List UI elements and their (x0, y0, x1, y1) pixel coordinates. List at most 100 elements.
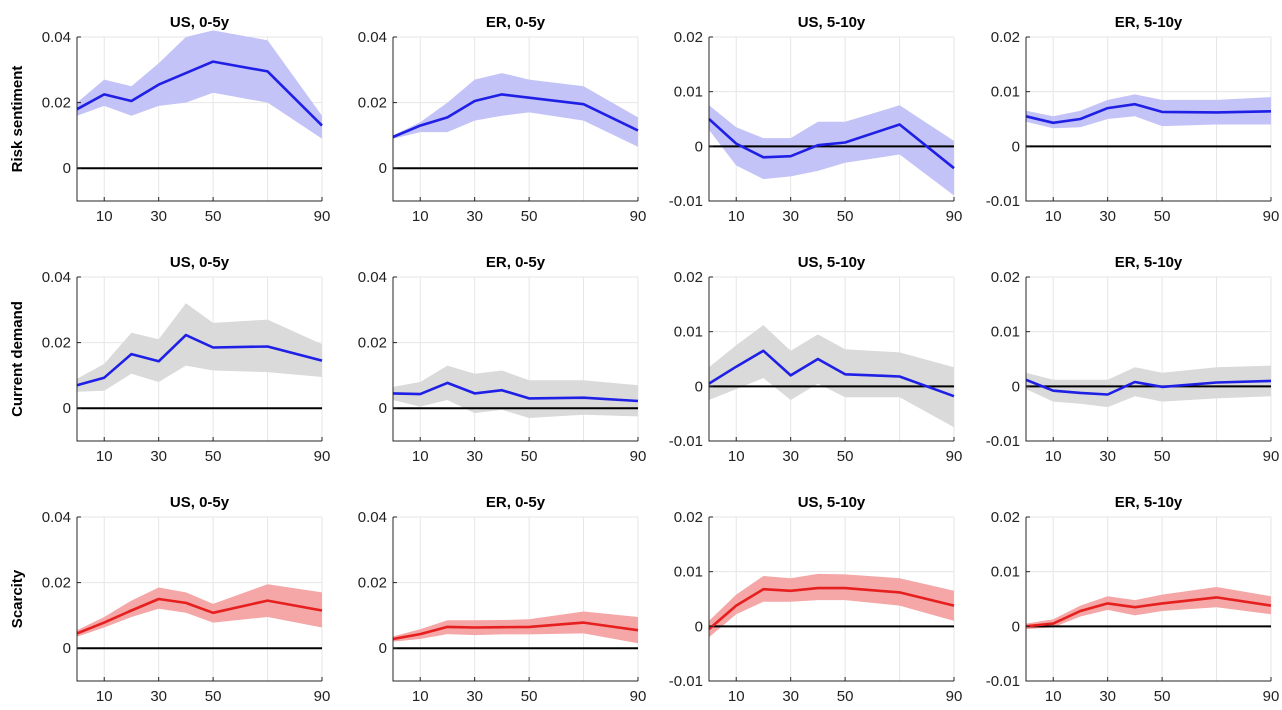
x-tick-label: 30 (782, 688, 799, 705)
y-tick-label: 0.01 (674, 84, 703, 101)
response-line (1025, 378, 1272, 396)
y-tick-label: 0.01 (991, 324, 1020, 341)
y-tick-label: 0 (379, 400, 387, 417)
panel-title: US, 5-10y (798, 14, 866, 31)
x-tick-label: 90 (630, 208, 647, 225)
y-tick-label: 0.01 (991, 564, 1020, 581)
axes (1025, 277, 1271, 442)
confidence-band (77, 303, 322, 392)
y-tick-label: 0 (695, 618, 703, 635)
x-tick-label: 10 (412, 448, 429, 465)
y-tick-label: 0 (1012, 378, 1020, 395)
confidence-band (77, 584, 322, 637)
confidence-band (393, 73, 638, 147)
y-tick-label: 0.04 (42, 269, 71, 286)
y-tick-label: 0.02 (42, 95, 71, 112)
response-line (708, 349, 955, 398)
x-tick-label: 10 (412, 688, 429, 705)
x-tick-label: 90 (1263, 688, 1280, 705)
confidence-band (1026, 587, 1271, 630)
y-tick-label: -0.01 (669, 673, 703, 690)
y-tick-label: 0 (695, 138, 703, 155)
x-tick-label: 90 (314, 688, 331, 705)
panel-title: US, 0-5y (170, 254, 230, 271)
y-tick-label: 0.04 (358, 29, 387, 46)
confidence-band (709, 573, 954, 638)
panel: 0 0.02 0.04 10 30 50 90 US, 0-5y (42, 494, 331, 705)
panel-title: US, 5-10y (798, 494, 866, 511)
x-tick-label: 50 (521, 208, 538, 225)
response-line (76, 60, 323, 127)
row-label: Scarcity (9, 569, 26, 628)
y-tick-label: 0.02 (358, 95, 387, 112)
x-tick-label: 30 (150, 688, 167, 705)
axes (76, 517, 322, 682)
panel: -0.01 0 0.01 0.02 10 30 50 90 US, 5-10y (669, 494, 963, 705)
y-tick-label: 0.02 (42, 335, 71, 352)
y-tick-label: -0.01 (669, 433, 703, 450)
x-tick-label: 90 (1263, 208, 1280, 225)
x-tick-label: 50 (837, 688, 854, 705)
x-tick-label: 50 (1154, 208, 1171, 225)
x-tick-label: 90 (630, 448, 647, 465)
x-tick-label: 10 (96, 208, 113, 225)
x-tick-label: 90 (1263, 448, 1280, 465)
x-tick-label: 10 (412, 208, 429, 225)
x-tick-label: 90 (630, 688, 647, 705)
y-tick-label: 0.02 (991, 269, 1020, 286)
panel: -0.01 0 0.01 0.02 10 30 50 90 ER, 5-10y (986, 14, 1280, 225)
y-tick-label: 0.01 (674, 324, 703, 341)
y-tick-label: 0.02 (991, 29, 1020, 46)
x-tick-label: 30 (150, 208, 167, 225)
y-tick-label: 0 (1012, 618, 1020, 635)
y-tick-label: 0.02 (674, 269, 703, 286)
y-tick-label: 0 (63, 400, 71, 417)
x-tick-label: 10 (728, 688, 745, 705)
confidence-band (77, 30, 322, 139)
x-tick-label: 50 (837, 448, 854, 465)
x-tick-label: 50 (205, 208, 222, 225)
confidence-band (393, 365, 638, 418)
y-tick-label: 0.02 (674, 29, 703, 46)
panel-title: US, 0-5y (170, 14, 230, 31)
x-tick-label: 30 (466, 208, 483, 225)
panel: 0 0.02 0.04 10 30 50 90 ER, 0-5y (358, 254, 647, 465)
y-tick-label: 0 (695, 378, 703, 395)
y-tick-label: -0.01 (986, 193, 1020, 210)
x-tick-label: 30 (1099, 448, 1116, 465)
x-tick-label: 30 (466, 448, 483, 465)
x-tick-label: 50 (1154, 448, 1171, 465)
x-tick-label: 10 (728, 208, 745, 225)
response-line (392, 621, 639, 641)
x-tick-label: 10 (96, 688, 113, 705)
response-line (76, 333, 323, 387)
row-label: Current demand (9, 301, 26, 417)
x-tick-label: 30 (1099, 688, 1116, 705)
y-tick-label: 0.02 (358, 575, 387, 592)
response-line (1025, 102, 1272, 125)
panel: -0.01 0 0.01 0.02 10 30 50 90 US, 5-10y (669, 14, 963, 225)
panel: 0 0.02 0.04 10 30 50 90 US, 0-5y (42, 254, 331, 465)
x-tick-label: 50 (521, 448, 538, 465)
x-tick-label: 90 (946, 688, 963, 705)
x-tick-label: 30 (150, 448, 167, 465)
y-tick-label: -0.01 (669, 193, 703, 210)
axes (392, 277, 638, 442)
y-tick-label: 0.02 (674, 509, 703, 526)
response-line (392, 93, 639, 139)
x-tick-label: 90 (314, 448, 331, 465)
panel-title: ER, 5-10y (1115, 254, 1183, 271)
axes (392, 517, 638, 682)
x-tick-label: 30 (782, 448, 799, 465)
x-tick-label: 10 (1045, 688, 1062, 705)
panel-title: ER, 5-10y (1115, 14, 1183, 31)
y-tick-label: 0 (379, 640, 387, 657)
axes (76, 277, 322, 442)
y-tick-label: 0.01 (991, 84, 1020, 101)
confidence-band (709, 325, 954, 428)
panel-title: US, 0-5y (170, 494, 230, 511)
x-tick-label: 50 (521, 688, 538, 705)
x-tick-label: 10 (728, 448, 745, 465)
panel-title: ER, 0-5y (486, 14, 546, 31)
panel: -0.01 0 0.01 0.02 10 30 50 90 US, 5-10y (669, 254, 963, 465)
